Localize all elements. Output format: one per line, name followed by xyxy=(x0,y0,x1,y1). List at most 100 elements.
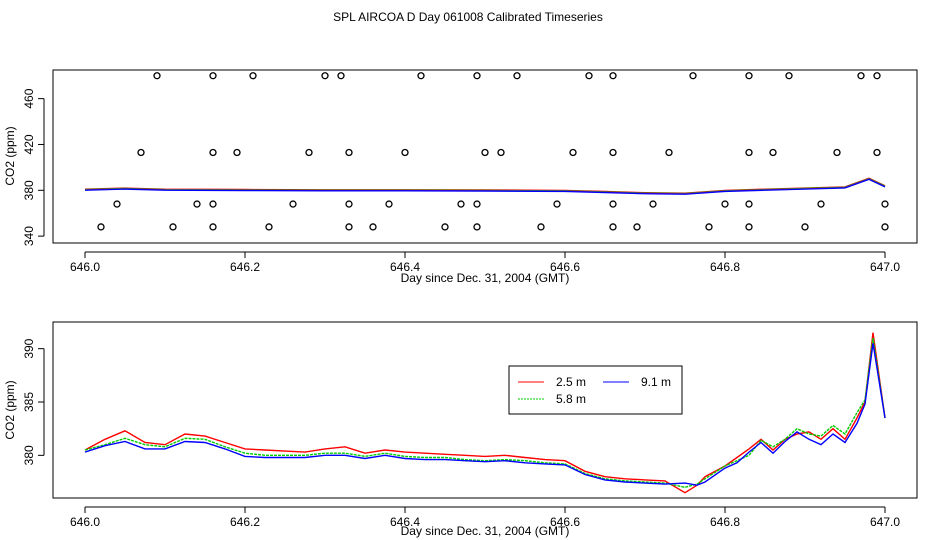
flag-point xyxy=(585,72,593,80)
top-y-tick-label: 340 xyxy=(22,226,36,246)
flag-point xyxy=(289,200,297,208)
flag-point xyxy=(473,72,481,80)
flag-point xyxy=(873,148,881,157)
flag-point xyxy=(745,148,753,157)
flag-point xyxy=(441,223,449,231)
flag-point xyxy=(137,148,145,157)
bottom-axes: 646.0 646.2 646.4 646.6 646.8 647.0 380 385 390 xyxy=(22,338,900,529)
flag-point xyxy=(249,72,257,80)
top-x-axis-label: Day since Dec. 31, 2004 (GMT) xyxy=(401,271,570,285)
legend: 2.5 m 5.8 m 9.1 m xyxy=(508,365,683,415)
flag-point xyxy=(881,200,889,208)
bottom-x-tick-label: 646.8 xyxy=(710,515,740,529)
top-points xyxy=(97,72,889,231)
top-y-tick-label: 380 xyxy=(22,180,36,200)
flag-point xyxy=(417,72,425,80)
legend-label-9-1m: 9.1 m xyxy=(641,375,671,389)
flag-point xyxy=(745,223,753,231)
top-x-tick-label: 646.4 xyxy=(390,260,420,274)
flag-point xyxy=(745,72,753,80)
flag-point xyxy=(369,223,377,231)
flag-point xyxy=(473,223,481,231)
bottom-x-tick-label: 647.0 xyxy=(870,515,900,529)
flag-point xyxy=(833,148,841,157)
flag-point xyxy=(785,72,793,80)
flag-point xyxy=(609,72,617,80)
bottom-y-tick-label: 390 xyxy=(22,338,36,358)
bottom-x-tick-label: 646.4 xyxy=(390,515,420,529)
flag-point xyxy=(537,223,545,231)
flag-point xyxy=(481,148,489,157)
bottom-y-axis-label: CO2 (ppm) xyxy=(3,380,17,439)
flag-point xyxy=(385,200,393,208)
top-axes: 646.0 646.2 646.4 646.6 646.8 647.0 340 380 420 4… xyxy=(22,88,900,274)
flag-point xyxy=(153,72,161,80)
flag-point xyxy=(873,72,881,80)
top-x-tick-label: 646.6 xyxy=(550,260,580,274)
flag-point xyxy=(345,200,353,208)
flag-point xyxy=(513,72,521,80)
flag-point xyxy=(345,223,353,231)
top-x-tick-label: 646.0 xyxy=(70,260,100,274)
flag-point xyxy=(817,200,825,208)
flag-point xyxy=(209,148,217,157)
flag-point xyxy=(457,200,465,208)
flag-point xyxy=(649,200,657,208)
flag-point xyxy=(265,223,273,231)
flag-point xyxy=(721,200,729,208)
top-y-tick-label: 460 xyxy=(22,88,36,108)
flag-point xyxy=(305,148,313,157)
series-line-9-1-m xyxy=(84,343,886,486)
top-series-line xyxy=(84,178,886,195)
top-x-tick-label: 646.8 xyxy=(710,260,740,274)
flag-point xyxy=(321,72,329,80)
flag-point xyxy=(113,200,121,208)
legend-label-5-8m: 5.8 m xyxy=(556,392,586,406)
flag-point xyxy=(569,148,577,157)
flag-point xyxy=(553,200,561,208)
bottom-x-tick-label: 646.0 xyxy=(70,515,100,529)
flag-point xyxy=(857,72,865,80)
legend-box xyxy=(508,365,683,415)
bottom-x-tick-label: 646.2 xyxy=(230,515,260,529)
top-y-axis-label: CO2 (ppm) xyxy=(3,126,17,185)
flag-point xyxy=(209,200,217,208)
flag-point xyxy=(745,200,753,208)
flag-point xyxy=(609,148,617,157)
flag-point xyxy=(609,223,617,231)
top-lines xyxy=(84,177,886,195)
flag-point xyxy=(473,200,481,208)
flag-point xyxy=(345,148,353,157)
bottom-y-tick-label: 385 xyxy=(22,392,36,412)
flag-point xyxy=(689,72,697,80)
flag-point xyxy=(169,223,177,231)
bottom-x-axis-label: Day since Dec. 31, 2004 (GMT) xyxy=(401,524,570,538)
bottom-lines xyxy=(84,332,886,494)
flag-point xyxy=(401,148,409,157)
flag-point xyxy=(665,148,673,157)
flag-point xyxy=(97,223,105,231)
flag-point xyxy=(633,223,641,231)
flag-point xyxy=(769,148,777,157)
flag-point xyxy=(801,223,809,231)
flag-point xyxy=(705,223,713,231)
bottom-plot-frame xyxy=(52,321,918,499)
top-x-tick-label: 647.0 xyxy=(870,260,900,274)
flag-point xyxy=(609,200,617,208)
flag-point xyxy=(209,72,217,80)
bottom-x-tick-label: 646.6 xyxy=(550,515,580,529)
top-plot-frame xyxy=(52,69,918,244)
flag-point xyxy=(497,148,505,157)
bottom-y-tick-label: 380 xyxy=(22,445,36,465)
flag-point xyxy=(193,200,201,208)
page-title: SPL AIRCOA D Day 061008 Calibrated Times… xyxy=(333,10,603,24)
series-line-5-8-m xyxy=(84,337,886,489)
top-y-tick-label: 420 xyxy=(22,134,36,154)
flag-point xyxy=(337,72,345,80)
series-line-2-5-m xyxy=(84,332,886,494)
legend-label-2-5m: 2.5 m xyxy=(556,375,586,389)
flag-point xyxy=(233,148,241,157)
flag-point xyxy=(881,223,889,231)
flag-point xyxy=(209,223,217,231)
